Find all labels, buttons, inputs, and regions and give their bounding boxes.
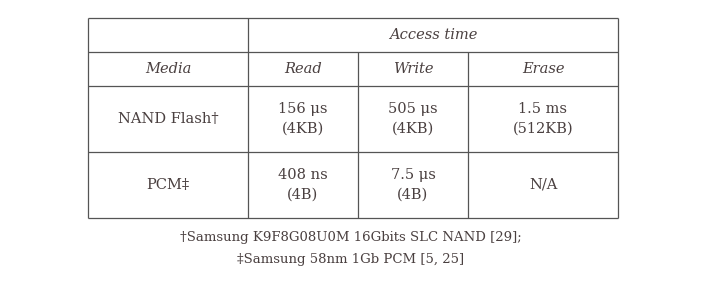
Text: 505 μs
(4KB): 505 μs (4KB) [388, 102, 438, 136]
Text: Access time: Access time [389, 28, 477, 42]
Text: ‡Samsung 58nm 1Gb PCM [5, 25]: ‡Samsung 58nm 1Gb PCM [5, 25] [237, 253, 465, 266]
Text: Media: Media [145, 62, 191, 76]
Text: †Samsung K9F8G08U0M 16Gbits SLC NAND [29];: †Samsung K9F8G08U0M 16Gbits SLC NAND [29… [180, 232, 522, 245]
Text: 408 ns
(4B): 408 ns (4B) [278, 168, 328, 202]
Text: Write: Write [392, 62, 433, 76]
Text: PCM‡: PCM‡ [147, 178, 190, 192]
Text: 7.5 μs
(4B): 7.5 μs (4B) [390, 168, 435, 202]
Text: 156 μs
(4KB): 156 μs (4KB) [278, 102, 328, 136]
Text: N/A: N/A [529, 178, 557, 192]
Text: NAND Flash†: NAND Flash† [118, 112, 218, 126]
Text: 1.5 ms
(512KB): 1.5 ms (512KB) [512, 102, 574, 136]
Text: Erase: Erase [522, 62, 564, 76]
Text: Read: Read [284, 62, 322, 76]
